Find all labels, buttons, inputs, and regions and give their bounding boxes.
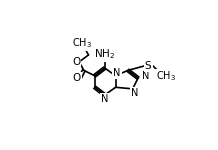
Text: N: N [101,94,108,104]
Text: N: N [113,68,121,78]
Text: O: O [72,57,80,67]
Text: O: O [73,73,81,83]
Text: S: S [145,61,152,71]
Text: N: N [131,88,139,98]
Text: CH$_3$: CH$_3$ [156,70,176,83]
Text: N: N [142,71,149,81]
Text: CH$_3$: CH$_3$ [72,36,92,50]
Text: NH$_2$: NH$_2$ [94,47,115,61]
